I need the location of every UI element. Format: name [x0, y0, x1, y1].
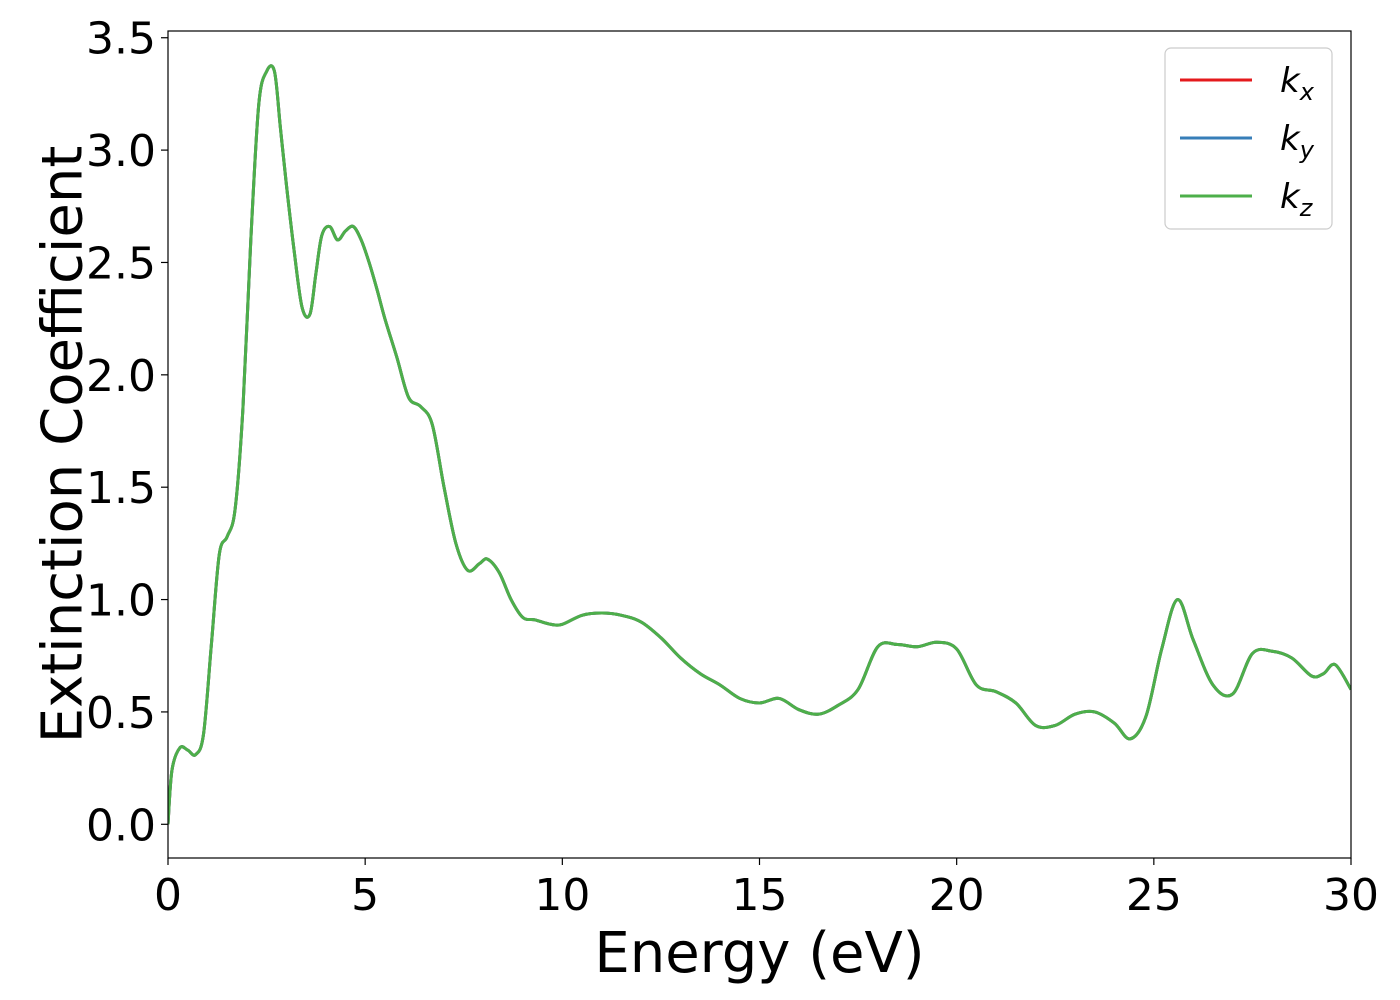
y-axis-ticks: 0.0 0.5 1.0 1.5 2.0 2.5 3.0 3.5: [86, 14, 168, 851]
x-axis-title: Energy (eV): [594, 921, 924, 986]
y-tick-label: 2.5: [86, 238, 156, 289]
x-tick-label: 25: [1126, 870, 1182, 921]
x-axis-ticks: 0 5 10 15 20 25 30: [154, 858, 1379, 921]
x-tick-label: 0: [154, 870, 182, 921]
y-tick-label: 2.0: [86, 351, 156, 402]
legend-label-ky: ky: [1280, 119, 1315, 164]
y-tick-label: 1.0: [86, 576, 156, 627]
y-tick-label: 0.5: [86, 688, 156, 739]
legend-label-kz: kz: [1280, 177, 1314, 222]
y-axis-title: Extinction Coefficient: [31, 146, 96, 744]
y-tick-label: 3.5: [86, 14, 156, 65]
y-tick-label: 1.5: [86, 463, 156, 514]
y-tick-label: 0.0: [86, 800, 156, 851]
x-tick-label: 5: [351, 870, 379, 921]
x-tick-label: 20: [929, 870, 985, 921]
x-tick-label: 10: [534, 870, 590, 921]
x-tick-label: 30: [1323, 870, 1379, 921]
series-layer: [168, 64, 1351, 825]
legend-label-kx: kx: [1280, 61, 1315, 106]
series-line-kz: [168, 64, 1351, 825]
x-tick-label: 15: [732, 870, 788, 921]
y-tick-label: 3.0: [86, 126, 156, 177]
legend: kx ky kz: [1164, 47, 1333, 230]
